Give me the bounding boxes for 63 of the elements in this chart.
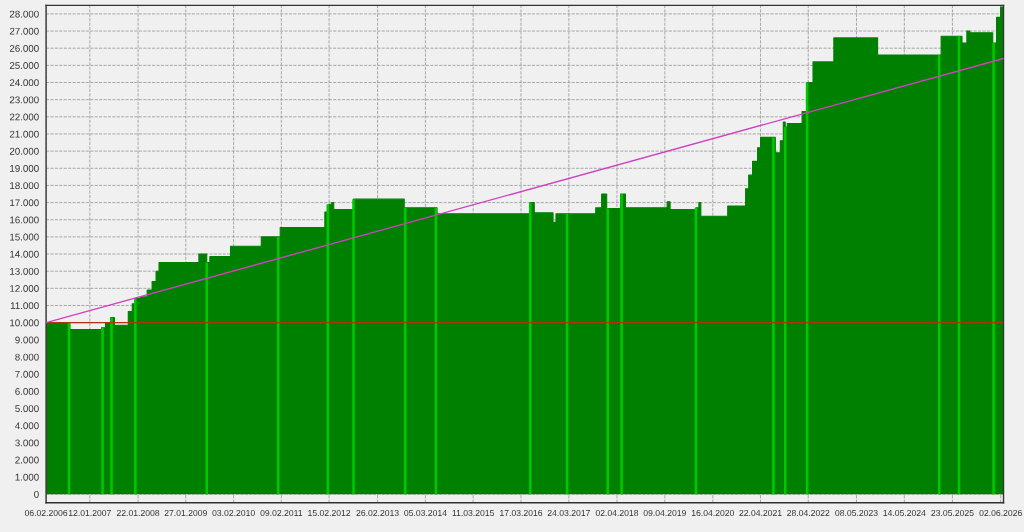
y-tick-label: 12.000: [10, 285, 39, 292]
bar: [205, 262, 209, 495]
bar: [620, 194, 623, 495]
x-tick-label: 22.01.2008: [116, 509, 160, 517]
y-tick-label: 17.000: [10, 199, 39, 207]
y-tick-label: 15.000: [10, 233, 39, 241]
y-tick-label: 19.000: [10, 165, 39, 172]
x-tick-label: 23.05.2025: [931, 509, 974, 517]
x-tick-label: 08.05.2023: [835, 509, 878, 517]
y-tick-label: 22.000: [9, 113, 39, 121]
x-tick-label: 06.02.2006: [24, 509, 68, 517]
y-tick-label: 8.000: [15, 353, 39, 361]
bar: [772, 137, 775, 495]
x-tick-label: 17.03.2016: [500, 509, 543, 517]
x-tick-label: 09.02.2011: [260, 509, 303, 517]
y-tick-label: 28.000: [9, 10, 39, 18]
x-tick-label: 09.04.2019: [643, 509, 686, 517]
y-tick-label: 7.000: [15, 370, 39, 378]
y-tick-label: 16.000: [10, 216, 39, 224]
bar: [101, 327, 104, 495]
y-tick-label: 24.000: [9, 79, 39, 87]
x-tick-label: 12.01.2007: [68, 509, 111, 517]
bar: [528, 202, 532, 495]
y-tick-label: 10.000: [10, 319, 39, 327]
x-tick-label: 11.03.2015: [452, 509, 495, 517]
y-tick-label: 20.000: [9, 147, 39, 155]
bar: [110, 317, 113, 495]
x-tick-label: 24.03.2017: [547, 509, 590, 517]
x-tick-label: 02.04.2018: [595, 509, 639, 517]
y-tick-label: 4.000: [15, 422, 39, 430]
bar: [606, 208, 609, 495]
y-tick-label: 27.000: [9, 27, 39, 35]
y-tick-label: 0: [34, 490, 39, 498]
x-tick-label: 05.03.2014: [404, 509, 447, 517]
y-tick-label: 25.000: [9, 62, 39, 69]
y-tick-label: 21.000: [9, 130, 39, 138]
bar: [352, 199, 355, 495]
y-tick-label: 11.000: [10, 302, 39, 310]
x-tick-label: 27.01.2009: [164, 509, 207, 517]
bar: [783, 127, 787, 495]
bar: [276, 236, 280, 495]
x-tick-label: 16.04.2020: [691, 509, 735, 517]
y-tick-label: 14.000: [10, 250, 39, 258]
x-tick-label: 15.02.2012: [308, 509, 351, 517]
y-tick-label: 1.000: [15, 473, 39, 481]
y-tick-label: 26.000: [9, 44, 39, 52]
y-tick-label: 9.000: [15, 336, 39, 344]
y-tick-label: 23.000: [9, 96, 39, 104]
x-tick-label: 26.02.2013: [356, 509, 399, 517]
bar: [134, 298, 137, 495]
y-tick-label: 5.000: [15, 405, 39, 413]
y-tick-label: 3.000: [15, 439, 39, 447]
x-tick-label: 22.04.2021: [739, 509, 782, 517]
bar: [403, 207, 407, 495]
x-tick-label: 02.06.2026: [979, 509, 1022, 517]
y-tick-label: 13.000: [10, 267, 39, 275]
x-tick-label: 28.04.2022: [787, 509, 830, 517]
y-tick-label: 2.000: [15, 456, 39, 464]
bar: [992, 43, 995, 495]
x-tick-label: 03.02.2010: [212, 509, 255, 517]
x-tick-label: 14.05.2024: [883, 509, 926, 517]
y-tick-label: 6.000: [15, 387, 39, 395]
y-tick-label: 18.000: [10, 182, 39, 190]
